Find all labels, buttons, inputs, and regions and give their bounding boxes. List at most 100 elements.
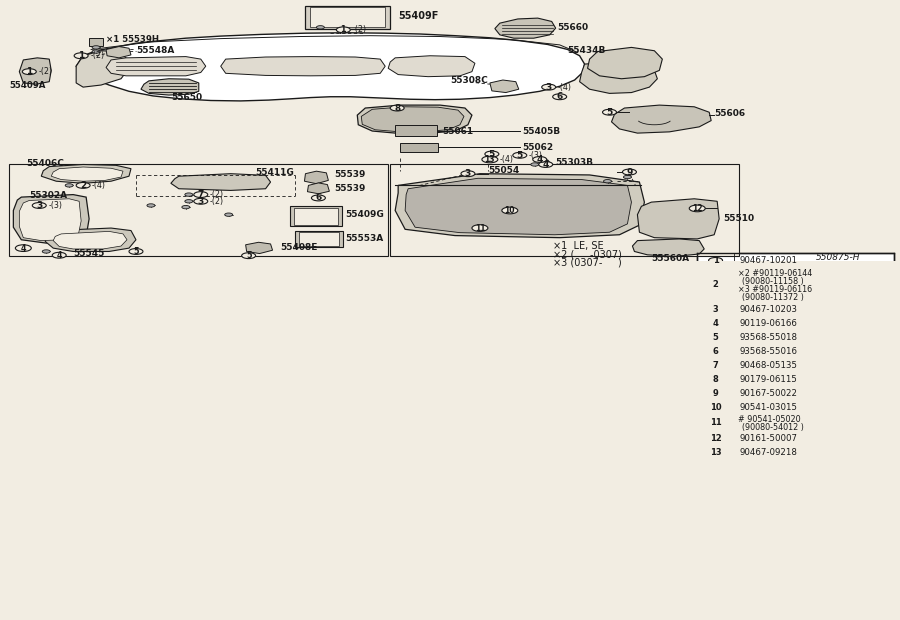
Circle shape [147, 204, 155, 207]
Text: 55405B: 55405B [522, 126, 560, 136]
Bar [300, 232, 339, 246]
Bar [89, 38, 104, 46]
Circle shape [42, 250, 50, 253]
Text: 5: 5 [713, 333, 718, 342]
Text: 11: 11 [710, 418, 722, 427]
Circle shape [225, 213, 233, 216]
Polygon shape [637, 199, 719, 239]
Text: 5: 5 [133, 247, 139, 256]
Polygon shape [51, 167, 123, 181]
Bar [295, 231, 343, 247]
Text: (90080-11158 ): (90080-11158 ) [742, 277, 804, 286]
Text: 55545: 55545 [73, 249, 104, 259]
Polygon shape [53, 231, 127, 249]
Circle shape [531, 163, 539, 166]
Text: 90119-06166: 90119-06166 [740, 319, 797, 328]
Polygon shape [395, 174, 644, 237]
Polygon shape [633, 239, 704, 257]
Text: 12: 12 [692, 204, 703, 213]
Text: -(2): -(2) [39, 67, 52, 76]
Circle shape [461, 170, 475, 177]
Text: ×2 #90119-06144: ×2 #90119-06144 [738, 268, 813, 278]
Circle shape [15, 245, 32, 252]
Text: 55411G: 55411G [256, 167, 294, 177]
Text: 90467-10203: 90467-10203 [740, 304, 797, 314]
Text: -(2): -(2) [210, 197, 224, 206]
Text: 9: 9 [626, 167, 633, 177]
Circle shape [542, 84, 555, 90]
Text: 7: 7 [713, 361, 718, 370]
Circle shape [708, 404, 723, 410]
Text: ×2 (     -0307): ×2 ( -0307) [554, 249, 622, 259]
Text: -(4): -(4) [558, 82, 572, 92]
Circle shape [472, 224, 488, 231]
Circle shape [194, 192, 208, 198]
Text: # 90541-05020: # 90541-05020 [738, 415, 801, 424]
Circle shape [65, 184, 73, 187]
Text: 4: 4 [536, 155, 543, 164]
Text: 55650: 55650 [171, 93, 202, 102]
Text: -(4): -(4) [500, 155, 514, 164]
Polygon shape [388, 56, 475, 77]
Text: 55539: 55539 [335, 184, 365, 193]
Text: 2: 2 [713, 280, 718, 290]
Text: 5: 5 [246, 251, 251, 260]
Text: 55553A: 55553A [346, 234, 383, 242]
Circle shape [74, 53, 88, 59]
Circle shape [513, 153, 526, 158]
Polygon shape [41, 164, 131, 184]
Text: 55434B: 55434B [568, 46, 606, 55]
Text: ×3 #90119-06116: ×3 #90119-06116 [738, 285, 813, 294]
Text: 11: 11 [474, 224, 485, 232]
Text: 13: 13 [484, 155, 495, 164]
Bar [294, 208, 338, 224]
Circle shape [311, 195, 326, 201]
Text: 55560A: 55560A [652, 254, 689, 263]
Polygon shape [106, 56, 206, 76]
Text: 55308C: 55308C [450, 76, 488, 86]
Circle shape [76, 182, 90, 188]
Text: 90467-10201: 90467-10201 [740, 256, 797, 265]
Circle shape [708, 348, 723, 354]
Text: 90467-09218: 90467-09218 [740, 448, 797, 457]
Circle shape [708, 420, 723, 426]
Text: 3: 3 [545, 82, 552, 92]
Text: 55409F: 55409F [398, 11, 438, 22]
Circle shape [92, 50, 100, 53]
Text: 90161-50007: 90161-50007 [740, 434, 797, 443]
Text: 550875-H: 550875-H [816, 253, 860, 262]
Text: 55302A: 55302A [30, 190, 68, 200]
Polygon shape [76, 33, 585, 101]
Bar [310, 7, 385, 27]
Text: 93568-55018: 93568-55018 [740, 333, 797, 342]
Circle shape [22, 69, 36, 74]
Circle shape [317, 25, 324, 29]
Polygon shape [405, 179, 632, 235]
Text: -(3): -(3) [529, 151, 543, 160]
Circle shape [52, 252, 67, 258]
Text: 1: 1 [78, 51, 85, 60]
Polygon shape [490, 80, 518, 92]
Text: 6: 6 [315, 193, 321, 203]
Text: 55061: 55061 [442, 126, 473, 136]
Circle shape [602, 109, 616, 115]
Text: -(3): -(3) [49, 201, 62, 210]
Circle shape [502, 207, 518, 214]
Text: 55409A: 55409A [9, 81, 46, 91]
Circle shape [708, 334, 723, 340]
Polygon shape [141, 79, 199, 95]
Text: -(4): -(4) [92, 181, 106, 190]
Circle shape [92, 46, 100, 49]
Circle shape [708, 362, 723, 368]
Polygon shape [308, 183, 329, 194]
Text: 55054: 55054 [488, 166, 519, 175]
Text: ×1 55539H: ×1 55539H [106, 35, 159, 45]
Circle shape [708, 282, 723, 288]
Text: 55539: 55539 [335, 170, 365, 179]
Polygon shape [588, 47, 662, 79]
Polygon shape [14, 195, 89, 243]
Circle shape [539, 162, 553, 167]
Text: 10: 10 [505, 206, 515, 215]
Text: 55510: 55510 [724, 213, 754, 223]
Text: 90179-06115: 90179-06115 [740, 374, 797, 384]
